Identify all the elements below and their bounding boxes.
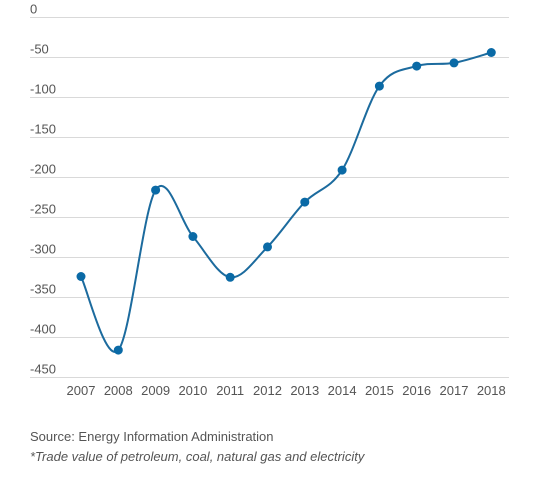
y-tick-label: -50 <box>30 42 49 57</box>
data-point-2015[interactable] <box>374 81 384 91</box>
y-tick-label: -100 <box>30 82 56 97</box>
data-point-2014[interactable] <box>337 165 347 175</box>
gridlines <box>30 17 509 378</box>
x-tick-label: 2010 <box>178 383 207 398</box>
y-tick-label: -450 <box>30 362 56 377</box>
y-tick-label: 0 <box>30 2 37 17</box>
data-point-2013[interactable] <box>300 197 310 207</box>
x-tick-label: 2017 <box>440 383 469 398</box>
y-tick-label: -300 <box>30 242 56 257</box>
x-tick-label: 2013 <box>290 383 319 398</box>
data-point-2016[interactable] <box>412 61 422 71</box>
x-axis: 2007 2008 2009 2010 2011 2012 2013 2014 2015 2016… <box>67 383 506 398</box>
y-tick-label: -400 <box>30 322 56 337</box>
data-point-2008[interactable] <box>113 345 123 355</box>
data-point-2007[interactable] <box>76 272 86 281</box>
line-chart: 0 -50 -100 -150 -200 -250 -300 -350 -400 -450 200… <box>30 2 509 398</box>
data-point-2017[interactable] <box>449 58 459 68</box>
data-point-2009[interactable] <box>151 185 161 195</box>
x-tick-label: 2014 <box>328 383 357 398</box>
data-point-2012[interactable] <box>263 242 272 252</box>
y-tick-label: -250 <box>30 202 56 217</box>
x-tick-label: 2007 <box>67 383 96 398</box>
y-axis: 0 -50 -100 -150 -200 -250 -300 -350 -400 -450 <box>30 2 56 377</box>
footnote: *Trade value of petroleum, coal, natural… <box>30 449 365 464</box>
y-tick-label: -200 <box>30 162 56 177</box>
series-group <box>76 48 496 355</box>
data-point-2011[interactable] <box>225 272 235 282</box>
source-note: Source: Energy Information Administratio… <box>30 429 274 444</box>
x-tick-label: 2016 <box>402 383 431 398</box>
x-tick-label: 2018 <box>477 383 506 398</box>
y-tick-label: -350 <box>30 282 56 297</box>
data-point-2010[interactable] <box>188 232 198 241</box>
x-tick-label: 2012 <box>253 383 282 398</box>
x-tick-label: 2015 <box>365 383 394 398</box>
x-tick-label: 2009 <box>141 383 170 398</box>
x-tick-label: 2008 <box>104 383 133 398</box>
x-tick-label: 2011 <box>216 383 244 398</box>
chart-area: 0 -50 -100 -150 -200 -250 -300 -350 -400 -450 200… <box>30 2 509 398</box>
data-point-2018[interactable] <box>486 48 496 57</box>
y-tick-label: -150 <box>30 122 56 137</box>
